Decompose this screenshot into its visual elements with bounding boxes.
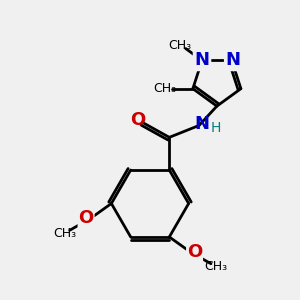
Text: N: N: [194, 115, 209, 133]
Text: O: O: [187, 243, 202, 261]
Text: CH₃: CH₃: [204, 260, 227, 273]
Text: CH₃: CH₃: [168, 39, 191, 52]
Text: CH₃: CH₃: [153, 82, 176, 95]
Text: H: H: [210, 122, 220, 135]
Text: N: N: [194, 51, 209, 69]
Text: O: O: [79, 209, 94, 227]
Text: N: N: [226, 51, 241, 69]
Text: CH₃: CH₃: [54, 227, 77, 240]
Text: O: O: [130, 110, 146, 128]
